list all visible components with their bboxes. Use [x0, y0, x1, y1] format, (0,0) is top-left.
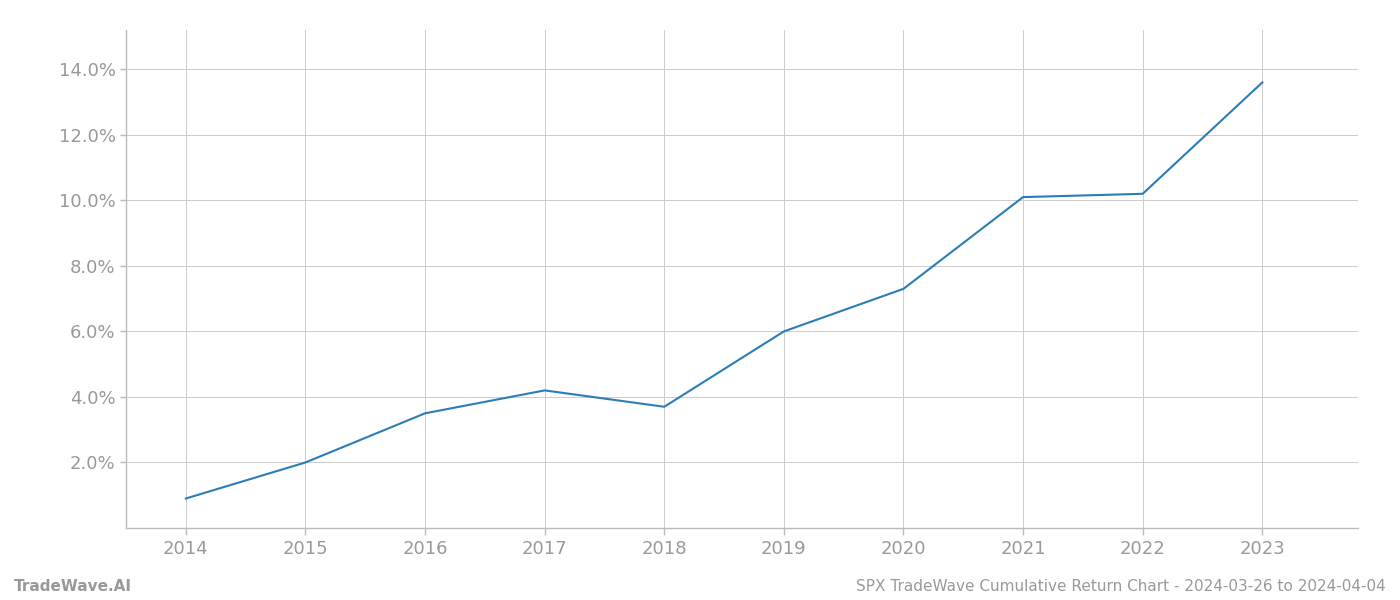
Text: TradeWave.AI: TradeWave.AI	[14, 579, 132, 594]
Text: SPX TradeWave Cumulative Return Chart - 2024-03-26 to 2024-04-04: SPX TradeWave Cumulative Return Chart - …	[857, 579, 1386, 594]
